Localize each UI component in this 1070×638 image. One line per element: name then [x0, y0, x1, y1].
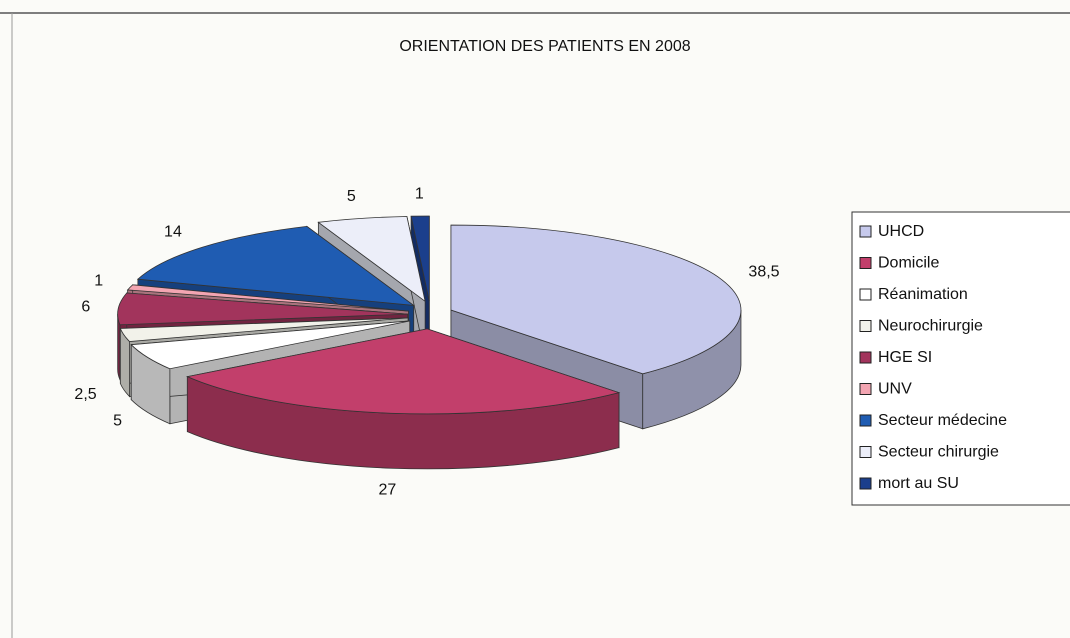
legend-label: Secteur chirurgie	[878, 444, 999, 461]
legend-label: mort au SU	[878, 475, 959, 492]
legend-label: Domicile	[878, 255, 939, 272]
data-label: 1	[94, 272, 103, 289]
legend-swatch	[859, 383, 872, 395]
data-label: 5	[347, 188, 356, 205]
legend-swatch	[859, 351, 872, 364]
legend-label: UHCD	[878, 223, 924, 240]
legend-box	[851, 211, 1070, 506]
legend-label: HGE SI	[878, 349, 932, 366]
pie-slice	[126, 284, 409, 312]
legend-label: UNV	[878, 381, 912, 398]
data-label: 1	[415, 185, 424, 202]
legend-swatch	[859, 257, 872, 269]
data-label: 6	[81, 299, 90, 316]
legend-label: Neurochirurgie	[878, 318, 983, 335]
legend-swatch	[859, 320, 872, 332]
legend-swatch	[859, 414, 872, 427]
data-label: 14	[164, 223, 182, 240]
data-label: 38,5	[748, 263, 779, 280]
legend-swatch	[859, 225, 872, 238]
pie-slice	[130, 320, 410, 370]
legend-swatch	[859, 477, 872, 490]
pie-slice	[119, 317, 409, 342]
legend-swatch	[859, 288, 872, 301]
chart-title: ORIENTATION DES PATIENTS EN 2008	[399, 38, 690, 55]
data-label: 5	[113, 413, 122, 430]
data-label: 27	[378, 481, 396, 498]
pie-slice	[117, 292, 408, 326]
pie-slice	[410, 215, 430, 302]
pie-slice	[450, 224, 742, 375]
pie-slice	[185, 328, 621, 415]
data-label: 2,5	[74, 386, 96, 403]
pie-slice	[136, 225, 416, 306]
pie-slice	[317, 216, 426, 303]
legend-label: Réanimation	[878, 286, 968, 303]
legend-label: Secteur médecine	[878, 412, 1007, 429]
legend-swatch	[859, 446, 872, 458]
